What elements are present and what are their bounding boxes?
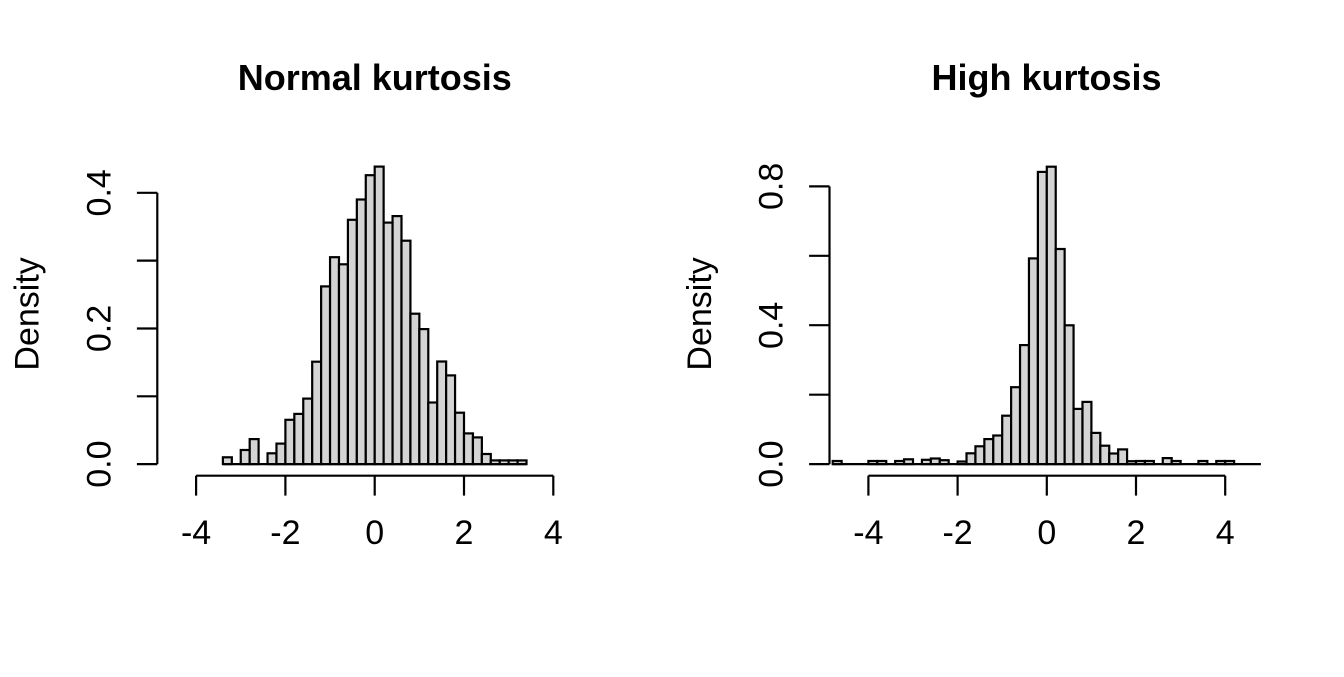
svg-text:Density: Density: [681, 257, 719, 370]
svg-text:0.0: 0.0: [81, 440, 119, 487]
svg-text:0: 0: [365, 514, 384, 552]
svg-text:High kurtosis: High kurtosis: [931, 57, 1161, 98]
svg-text:4: 4: [1216, 514, 1235, 552]
svg-text:4: 4: [544, 514, 563, 552]
svg-text:0.4: 0.4: [81, 169, 119, 216]
svg-text:0: 0: [1037, 514, 1056, 552]
svg-text:2: 2: [1127, 514, 1146, 552]
svg-text:Normal kurtosis: Normal kurtosis: [238, 57, 512, 98]
svg-text:0.2: 0.2: [81, 305, 119, 352]
svg-text:0.4: 0.4: [753, 302, 791, 349]
svg-text:-2: -2: [270, 514, 300, 552]
svg-text:0.8: 0.8: [753, 163, 791, 210]
svg-text:-4: -4: [181, 514, 211, 552]
svg-text:-4: -4: [853, 514, 883, 552]
svg-text:0.0: 0.0: [753, 440, 791, 487]
svg-text:2: 2: [455, 514, 474, 552]
svg-text:Density: Density: [9, 257, 47, 370]
svg-text:-2: -2: [942, 514, 972, 552]
